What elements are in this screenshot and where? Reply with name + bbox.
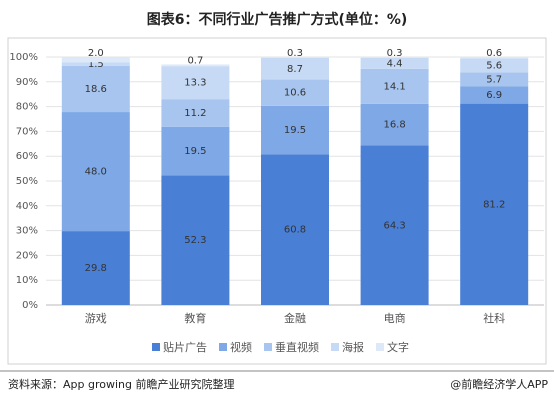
legend-label: 贴片广告 xyxy=(163,340,207,354)
value-label: 29.8 xyxy=(85,263,107,274)
bar-segment xyxy=(161,175,230,305)
value-label: 14.1 xyxy=(383,81,405,92)
bar-segment xyxy=(161,64,230,67)
value-label: 18.6 xyxy=(85,84,107,95)
bar-segment xyxy=(360,103,429,146)
y-tick-label: 20% xyxy=(16,250,38,261)
x-tick-label: 社科 xyxy=(483,311,505,325)
x-tick-label: 教育 xyxy=(184,311,206,325)
y-tick-label: 90% xyxy=(16,77,38,88)
chart-title: 图表6：不同行业广告推广方式(单位：%) xyxy=(147,11,408,28)
chart-frame xyxy=(7,37,547,365)
legend-swatch xyxy=(219,343,227,351)
value-label: 0.6 xyxy=(486,48,502,59)
y-tick-label: 30% xyxy=(16,226,38,237)
bar-segment xyxy=(460,58,529,73)
value-label: 19.5 xyxy=(284,125,306,136)
y-tick-label: 0% xyxy=(22,300,38,311)
bar-segment xyxy=(261,79,329,106)
value-label: 48.0 xyxy=(85,167,107,178)
value-label: 64.3 xyxy=(383,220,405,231)
bar-segment xyxy=(61,65,130,113)
bar-segment xyxy=(261,57,329,58)
bar-segment xyxy=(360,57,429,58)
y-tick-label: 100% xyxy=(9,52,38,63)
value-label: 5.7 xyxy=(486,74,502,85)
x-tick-label: 游戏 xyxy=(85,312,107,325)
value-label: 1.5 xyxy=(88,59,104,70)
bar-segment xyxy=(261,105,329,155)
y-tick-label: 70% xyxy=(16,126,38,137)
value-label: 0.3 xyxy=(287,48,303,59)
bar-segment xyxy=(460,103,529,306)
y-tick-label: 50% xyxy=(16,176,38,187)
legend-label: 文字 xyxy=(387,340,409,354)
legend-swatch xyxy=(376,343,384,351)
bar-segment xyxy=(161,66,230,100)
bar-segment xyxy=(61,112,130,232)
legend-label: 垂直视频 xyxy=(275,340,319,354)
bar-segment xyxy=(261,57,329,80)
bar-segment xyxy=(460,57,529,59)
bar-segment xyxy=(61,231,130,305)
value-label: 19.5 xyxy=(184,146,206,157)
bar-segment xyxy=(360,57,429,69)
value-label: 60.8 xyxy=(284,225,306,236)
legend-swatch xyxy=(264,343,272,351)
value-label: 8.7 xyxy=(287,64,303,75)
x-tick-label: 金融 xyxy=(284,311,306,325)
value-label: 13.3 xyxy=(184,78,206,89)
bar-segment xyxy=(460,86,529,104)
legend-label: 海报 xyxy=(342,340,364,354)
bar-segment xyxy=(161,126,230,176)
value-label: 4.4 xyxy=(387,58,403,69)
y-tick-label: 60% xyxy=(16,151,38,162)
value-label: 5.6 xyxy=(486,60,502,71)
bar-segment xyxy=(61,57,130,63)
y-tick-label: 40% xyxy=(16,201,38,212)
legend-swatch xyxy=(331,343,339,351)
value-label: 52.3 xyxy=(184,235,206,246)
credit: @前瞻经济学人APP xyxy=(450,377,548,391)
value-label: 81.2 xyxy=(483,199,505,210)
value-label: 0.3 xyxy=(387,48,403,59)
bar-segment xyxy=(61,62,130,66)
bar-segment xyxy=(360,68,429,104)
bar-segment xyxy=(460,72,529,87)
source: 资料来源：App growing 前瞻产业研究院整理 xyxy=(8,377,234,391)
x-tick-label: 电商 xyxy=(384,311,406,325)
bar-segment xyxy=(360,145,429,305)
bar-segment xyxy=(161,99,230,127)
value-label: 0.7 xyxy=(187,55,203,66)
value-label: 11.2 xyxy=(184,108,206,119)
y-tick-label: 10% xyxy=(16,275,38,286)
value-label: 16.8 xyxy=(383,120,405,131)
value-label: 10.6 xyxy=(284,88,306,99)
legend-swatch xyxy=(152,343,160,351)
value-label: 2.0 xyxy=(88,48,104,59)
y-tick-label: 80% xyxy=(16,102,38,113)
value-label: 6.9 xyxy=(486,90,502,101)
legend-label: 视频 xyxy=(230,340,252,354)
bar-segment xyxy=(261,154,329,305)
